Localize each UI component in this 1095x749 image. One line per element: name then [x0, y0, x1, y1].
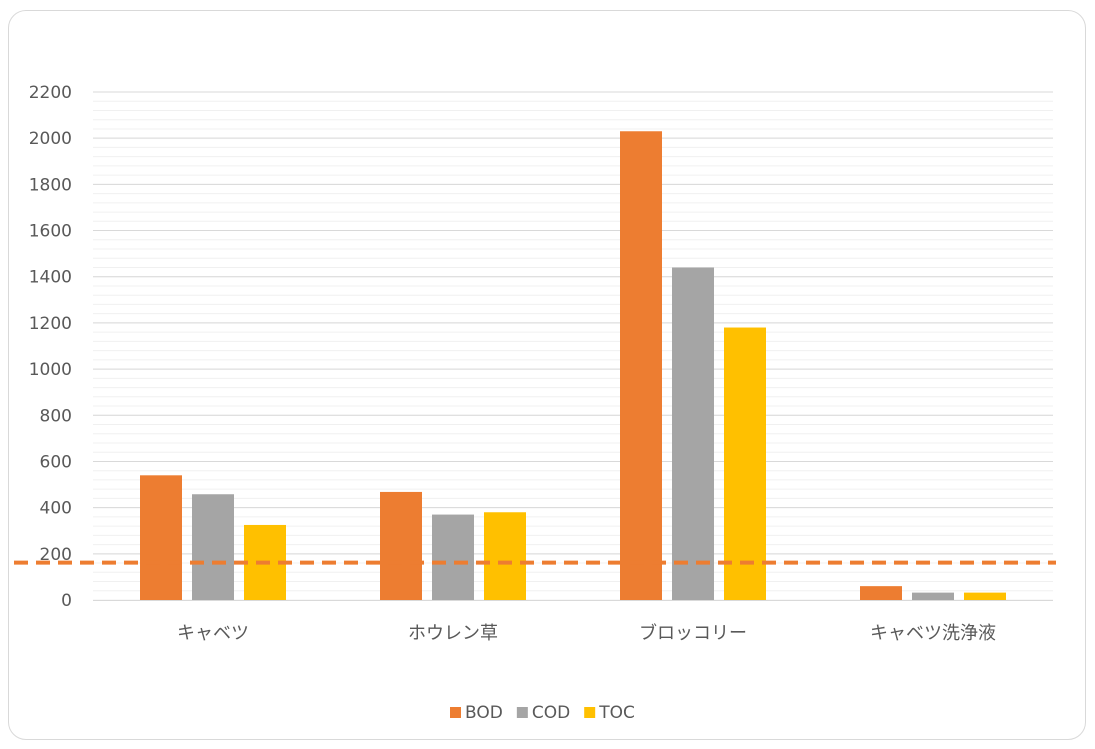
y-tick-label: 2200 — [29, 83, 72, 103]
minor-gridlines — [93, 91, 1053, 601]
y-tick-label: 600 — [40, 452, 72, 472]
bar-bod — [620, 131, 662, 600]
category-labels: キャベツ ホウレン草 ブロッコリー キャベツ洗浄液 — [177, 622, 996, 644]
bar-cod — [912, 592, 954, 600]
bar-cod — [192, 494, 234, 600]
bar-bod — [380, 491, 422, 600]
legend-label-cod: COD — [532, 703, 570, 723]
legend-label-bod: BOD — [465, 703, 503, 723]
bar-cod — [432, 514, 474, 600]
bar-bod — [140, 475, 182, 600]
bar-bod — [860, 586, 902, 600]
bar-toc — [484, 512, 526, 600]
y-tick-label: 1800 — [29, 175, 72, 195]
legend-swatch-toc — [584, 707, 596, 718]
y-tick-label: 200 — [40, 545, 72, 565]
legend-swatch-cod — [516, 707, 528, 718]
y-tick-label: 1200 — [29, 314, 72, 334]
y-tick-label: 1000 — [29, 360, 72, 380]
y-axis-tick-labels: 0 200 400 600 800 1000 1200 1400 1600 1800 2000 220… — [29, 83, 72, 611]
chart-frame — [8, 10, 1086, 740]
y-tick-label: 1400 — [29, 268, 72, 288]
legend-label-toc: TOC — [598, 703, 635, 723]
y-tick-label: 400 — [40, 499, 72, 519]
legend: BOD COD TOC — [450, 703, 635, 723]
bar-toc — [724, 327, 766, 600]
bar-cod — [672, 267, 714, 600]
category-label: キャベツ — [177, 623, 249, 644]
y-tick-label: 800 — [40, 406, 72, 426]
bars — [140, 131, 1006, 600]
y-tick-label: 2000 — [29, 129, 72, 149]
category-label: ブロッコリー — [639, 622, 747, 644]
y-tick-label: 0 — [61, 591, 72, 611]
major-gridlines — [93, 91, 1053, 555]
bar-toc — [964, 592, 1006, 600]
category-label: ホウレン草 — [408, 623, 498, 644]
legend-swatch-bod — [450, 707, 461, 718]
y-tick-label: 1600 — [29, 222, 72, 242]
category-label: キャベツ洗浄液 — [870, 623, 996, 644]
